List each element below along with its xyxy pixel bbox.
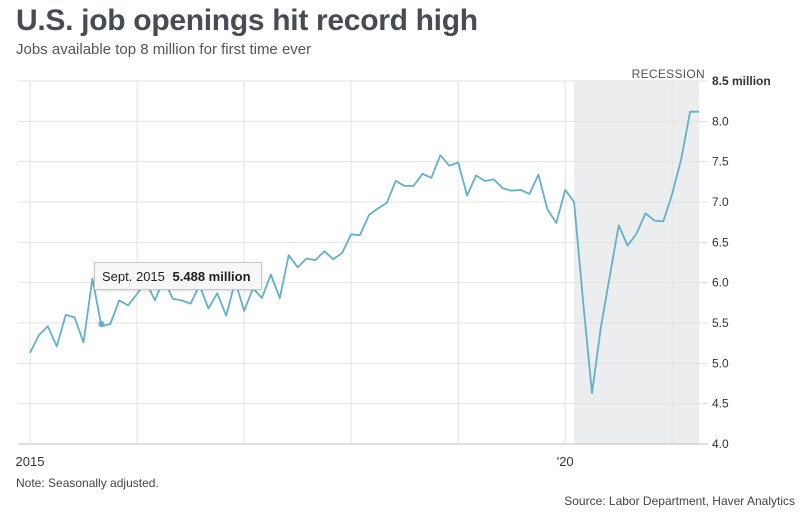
tooltip-value: 5.488 million <box>172 269 251 284</box>
recession-label: RECESSION <box>632 67 705 81</box>
y-tick-label: 6.0 <box>712 276 729 290</box>
chart-note: Note: Seasonally adjusted. <box>16 476 159 490</box>
y-tick-label: 6.5 <box>712 235 729 249</box>
chart-source: Source: Labor Department, Haver Analytic… <box>564 494 795 508</box>
y-tick-label: 5.5 <box>712 316 729 330</box>
y-tick-label: 4.0 <box>712 437 729 451</box>
chart-title: U.S. job openings hit record high <box>16 4 478 37</box>
y-tick-label: 4.5 <box>712 397 729 411</box>
y-tick-label: 5.0 <box>712 356 729 370</box>
recession-band <box>574 81 699 444</box>
chart-subtitle: Jobs available top 8 million for first t… <box>16 41 312 58</box>
y-tick-label: 7.0 <box>712 195 729 209</box>
highlight-point <box>98 320 105 327</box>
tooltip-date: Sept. 2015 <box>102 269 165 284</box>
x-tick-label: 2015 <box>16 454 45 469</box>
data-tooltip: Sept. 2015 5.488 million <box>94 262 262 290</box>
y-tick-label: 7.5 <box>712 155 729 169</box>
y-tick-label: 8.0 <box>712 114 729 128</box>
x-tick-label: '20 <box>557 454 574 469</box>
y-tick-label: 8.5 million <box>712 74 771 88</box>
